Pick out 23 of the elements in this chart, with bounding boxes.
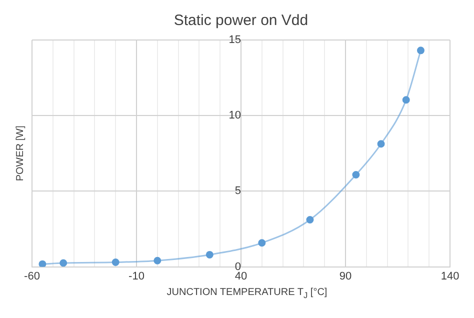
y-tick-label: 10 — [228, 110, 241, 122]
point — [60, 259, 68, 267]
y-tick-label: 15 — [228, 34, 241, 46]
point — [306, 216, 314, 224]
x-tick-label: -60 — [24, 270, 40, 282]
x-tick-label: 40 — [234, 270, 248, 282]
y-tick-label: 5 — [234, 185, 241, 198]
point — [38, 260, 46, 267]
y-axis-title: POWER [W] — [14, 125, 26, 182]
point — [154, 256, 162, 264]
point — [352, 170, 360, 178]
x-axis-title: JUNCTION TEMPERATURE T$_{J}$ [°C] — [166, 287, 328, 300]
x-tick-label: 140 — [440, 270, 460, 282]
point — [112, 258, 120, 266]
y-tick-label: 0 — [234, 260, 241, 273]
x-tick-label: -10 — [128, 270, 144, 282]
x-tick-label: 90 — [339, 270, 352, 282]
point — [206, 250, 214, 258]
point — [402, 96, 410, 104]
point — [416, 46, 424, 54]
point — [258, 239, 266, 247]
point — [377, 140, 385, 148]
chart-title: Static power on Vdd — [174, 12, 308, 30]
